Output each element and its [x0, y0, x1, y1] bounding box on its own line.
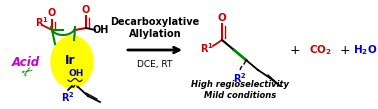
Ellipse shape: [51, 36, 93, 88]
Text: O: O: [82, 5, 90, 15]
Text: CO$_{\mathregular{2}}$: CO$_{\mathregular{2}}$: [308, 43, 332, 57]
Text: High regioselectivity
Mild conditions: High regioselectivity Mild conditions: [191, 80, 289, 100]
Text: R$^{\mathregular{1}}$: R$^{\mathregular{1}}$: [200, 41, 214, 55]
Text: O: O: [48, 8, 56, 18]
Text: O: O: [218, 13, 226, 23]
Text: ✂: ✂: [19, 63, 37, 81]
Text: Decarboxylative
Allylation: Decarboxylative Allylation: [110, 17, 200, 39]
Text: Acid: Acid: [12, 55, 40, 68]
Text: +: +: [340, 43, 350, 56]
Text: R$^{\mathregular{2}}$: R$^{\mathregular{2}}$: [233, 71, 247, 85]
Text: H$_{\mathregular{2}}$O: H$_{\mathregular{2}}$O: [353, 43, 377, 57]
Text: R$^{\mathregular{2}}$: R$^{\mathregular{2}}$: [61, 90, 75, 104]
Text: +: +: [290, 43, 300, 56]
Text: R$^{\mathregular{1}}$: R$^{\mathregular{1}}$: [35, 15, 49, 29]
Text: OH: OH: [68, 70, 84, 78]
Text: OH: OH: [93, 25, 109, 35]
Text: Ir: Ir: [65, 54, 75, 66]
Text: DCE, RT: DCE, RT: [137, 60, 173, 70]
